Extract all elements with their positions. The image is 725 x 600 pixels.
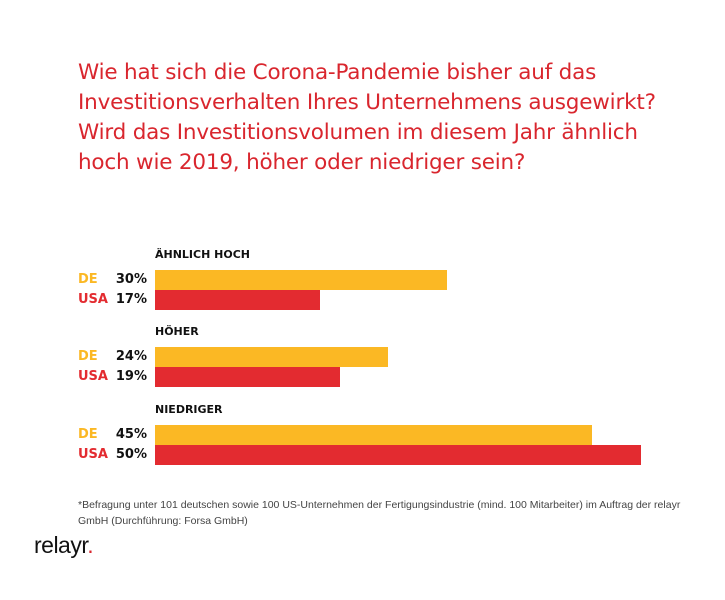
category-label: ÄHNLICH HOCH <box>155 248 250 261</box>
bar-de <box>155 347 389 367</box>
chart-title: Wie hat sich die Corona-Pandemie bisher … <box>78 60 656 175</box>
bar-usa <box>155 367 340 387</box>
series-label-de: DE <box>78 427 98 442</box>
data-label: 24% <box>115 349 147 364</box>
data-label: 17% <box>115 292 147 307</box>
footnote: *Befragung unter 101 deutschen sowie 100… <box>78 499 681 527</box>
data-label: 50% <box>115 447 147 462</box>
bar-usa <box>155 445 641 465</box>
data-label: 45% <box>115 427 147 442</box>
bar-de <box>155 270 447 290</box>
series-label-de: DE <box>78 349 98 364</box>
data-label: 30% <box>115 272 147 287</box>
category-label: NIEDRIGER <box>155 403 223 416</box>
bar-usa <box>155 290 321 310</box>
relayr-logo: relayr. <box>34 532 94 559</box>
series-label-usa: USA <box>78 369 108 384</box>
bar-de <box>155 425 593 445</box>
logo-text: relayr <box>34 532 88 558</box>
series-label-usa: USA <box>78 292 108 307</box>
category-label: HÖHER <box>155 325 199 338</box>
data-label: 19% <box>115 369 147 384</box>
logo-dot: . <box>87 532 94 558</box>
series-label-usa: USA <box>78 447 108 462</box>
series-label-de: DE <box>78 272 98 287</box>
